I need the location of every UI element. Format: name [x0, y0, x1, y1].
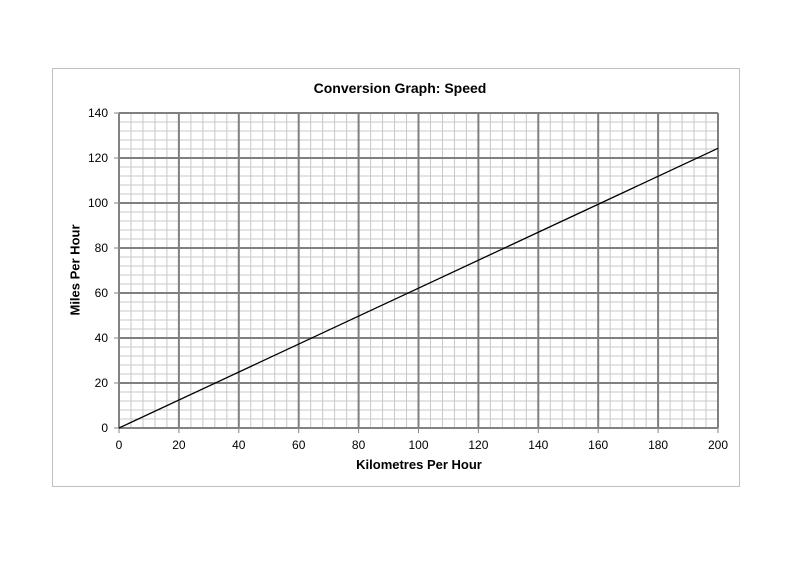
y-tick-label: 20	[95, 376, 109, 390]
x-tick-label: 180	[648, 438, 668, 452]
x-tick-label: 20	[172, 438, 186, 452]
y-axis-label: Miles Per Hour	[67, 224, 83, 316]
x-tick-label: 160	[588, 438, 608, 452]
y-tick-label: 120	[88, 151, 108, 165]
x-tick-label: 40	[232, 438, 246, 452]
x-tick-label: 120	[468, 438, 488, 452]
x-axis-label: Kilometres Per Hour	[356, 457, 482, 472]
x-tick-label: 100	[408, 438, 428, 452]
chart-title: Conversion Graph: Speed	[313, 80, 487, 96]
x-tick-label: 0	[116, 438, 123, 452]
y-tick-label: 0	[101, 421, 108, 435]
x-tick-label: 200	[708, 438, 728, 452]
y-tick-label: 140	[88, 106, 108, 120]
y-tick-label: 60	[95, 286, 109, 300]
y-tick-label: 40	[95, 331, 109, 345]
y-tick-label: 80	[95, 241, 109, 255]
x-tick-label: 140	[528, 438, 548, 452]
y-tick-label: 100	[88, 196, 108, 210]
x-tick-label: 60	[292, 438, 306, 452]
conversion-line	[118, 147, 719, 429]
x-tick-label: 80	[352, 438, 366, 452]
